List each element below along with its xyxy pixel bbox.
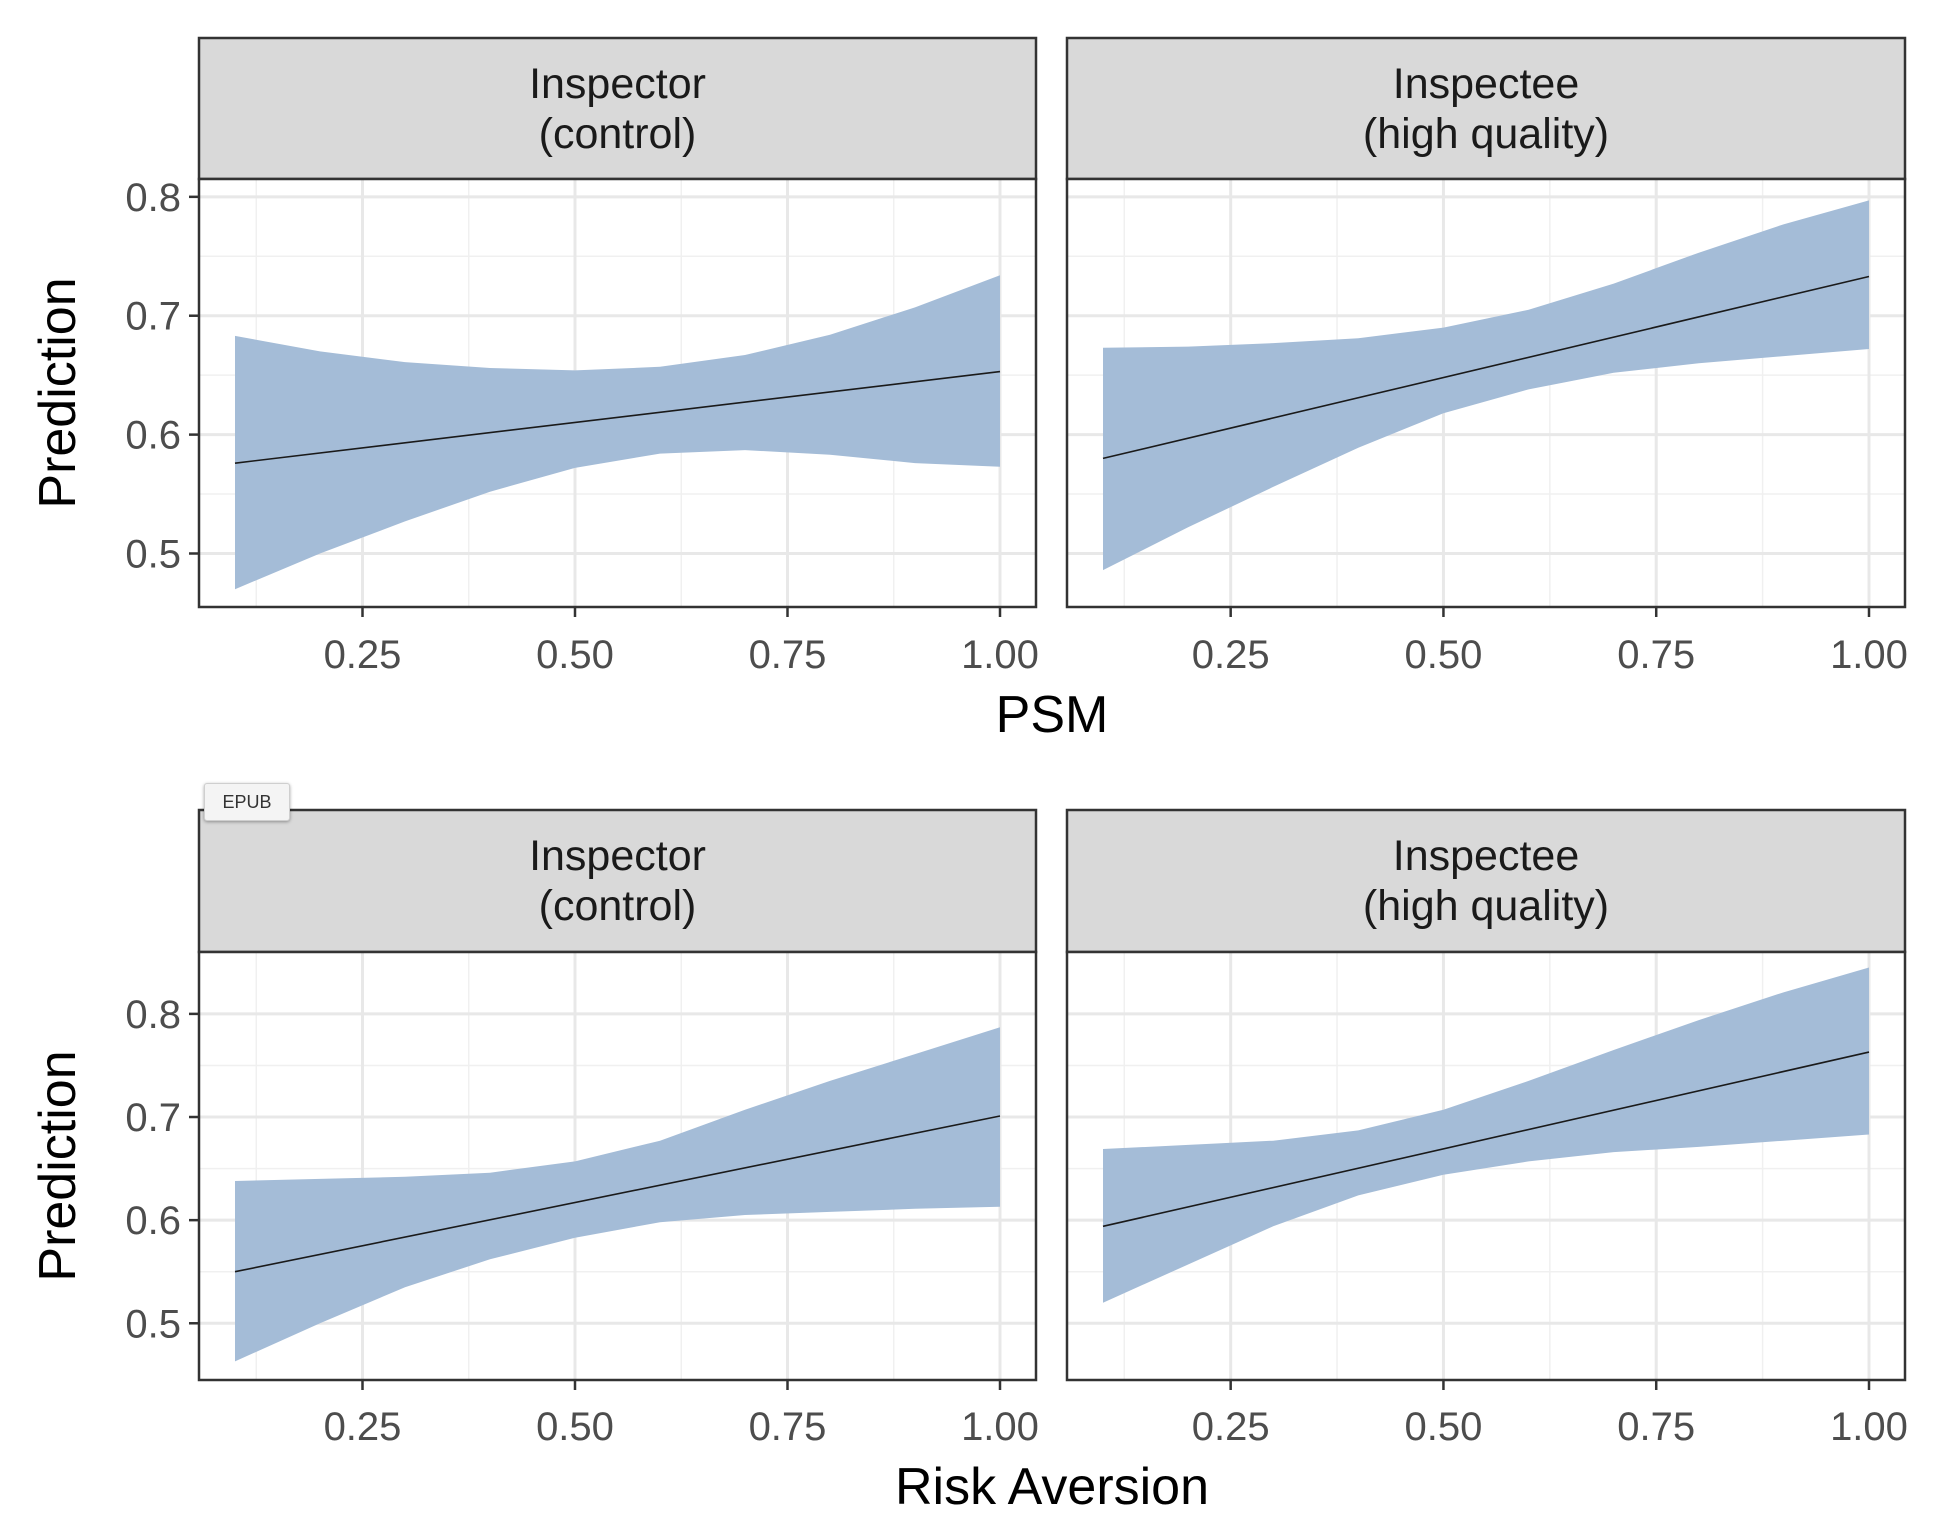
- x-tick-label: 1.00: [1830, 633, 1908, 677]
- x-tick-label: 0.75: [749, 633, 827, 677]
- panel-2-1: Inspector(control) 0.25 0.50 0.75 1.00 0.5 0.6…: [125, 808, 1039, 1449]
- confidence-ribbon: [1103, 200, 1869, 571]
- confidence-ribbon: [235, 275, 1000, 590]
- y-tick-label: 0.6: [125, 1199, 181, 1243]
- x-tick-label: 0.25: [324, 1405, 402, 1449]
- panel-border: [197, 177, 1038, 609]
- epub-badge[interactable]: EPUB: [204, 783, 290, 821]
- confidence-ribbon: [1103, 967, 1869, 1303]
- panel-2-2: Inspectee(high quality) 0.25 0.50 0.75 1.00: [1065, 808, 1908, 1449]
- x-tick-label: 1.00: [961, 633, 1039, 677]
- fitted-line: [234, 370, 1001, 464]
- y-tick-label: 0.6: [125, 414, 181, 458]
- y-tick-label: 0.8: [125, 993, 181, 1037]
- y-tick-label: 0.5: [125, 1302, 181, 1346]
- panel-border: [1065, 177, 1907, 609]
- strip-label-line: (control): [539, 882, 697, 930]
- y-axis-title: Prediction: [29, 1050, 87, 1281]
- y-tick-label: 0.8: [125, 176, 181, 220]
- x-axis-title: PSM: [996, 686, 1109, 744]
- panel-border: [197, 950, 1038, 1382]
- fitted-line: [234, 1115, 1001, 1273]
- x-tick-label: 0.50: [1405, 1405, 1483, 1449]
- strip-label-line: (high quality): [1363, 882, 1609, 930]
- fitted-line: [1102, 275, 1870, 460]
- strip-label-line: Inspector: [529, 60, 706, 108]
- panel-border: [1065, 950, 1907, 1382]
- panel-1-2: Inspectee(high quality) 0.25 0.50 0.75 1.00: [1065, 36, 1908, 677]
- strip-background: [197, 808, 1038, 954]
- strip-label-line: Inspector: [529, 832, 706, 880]
- y-axis-title: Prediction: [29, 277, 87, 508]
- strip-background: [1065, 808, 1907, 954]
- x-tick-label: 0.25: [1192, 633, 1270, 677]
- strip-label-line: (high quality): [1363, 110, 1609, 158]
- x-axis-title: Risk Aversion: [895, 1458, 1209, 1516]
- x-tick-label: 1.00: [1830, 1405, 1908, 1449]
- fitted-line: [1102, 1051, 1870, 1228]
- x-tick-label: 1.00: [961, 1405, 1039, 1449]
- y-tick-label: 0.5: [125, 533, 181, 577]
- strip-label-line: Inspectee: [1393, 60, 1579, 108]
- y-tick-label: 0.7: [125, 1096, 181, 1140]
- chart-row-1: Inspector(control) 0.25 0.50 0.75 1.00 0.5 0.6…: [29, 36, 1908, 744]
- x-tick-label: 0.25: [1192, 1405, 1270, 1449]
- x-tick-label: 0.25: [324, 633, 402, 677]
- x-tick-label: 0.50: [1405, 633, 1483, 677]
- chart-row-2: Inspector(control) 0.25 0.50 0.75 1.00 0.5 0.6…: [29, 808, 1908, 1516]
- strip-background: [197, 36, 1038, 181]
- x-tick-label: 0.75: [1617, 1405, 1695, 1449]
- x-tick-label: 0.75: [749, 1405, 827, 1449]
- x-tick-label: 0.50: [536, 633, 614, 677]
- x-tick-label: 0.75: [1617, 633, 1695, 677]
- x-tick-label: 0.50: [536, 1405, 614, 1449]
- y-tick-label: 0.7: [125, 295, 181, 339]
- strip-label-line: (control): [539, 110, 697, 158]
- strip-label-line: Inspectee: [1393, 832, 1579, 880]
- panel-1-1: Inspector(control) 0.25 0.50 0.75 1.00 0.5 0.6…: [125, 36, 1039, 677]
